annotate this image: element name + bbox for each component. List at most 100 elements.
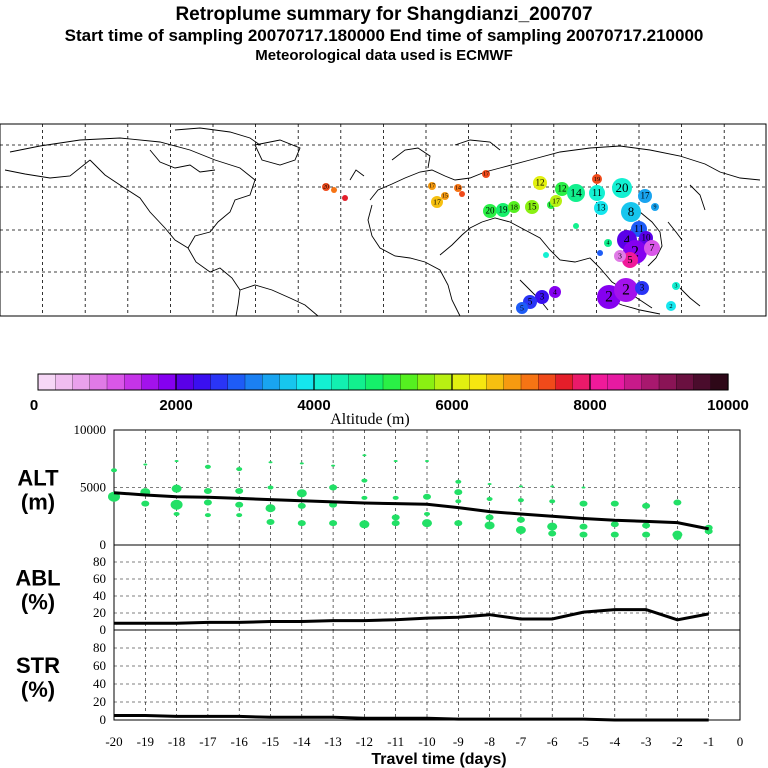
series-line: [114, 714, 709, 722]
x-tick-label: -1: [703, 734, 714, 749]
scatter-point: [362, 454, 367, 457]
x-tick-label: -5: [578, 734, 589, 749]
plume-day-number: 14: [455, 186, 461, 192]
plume-marker: [441, 192, 449, 200]
y-tick-label: 20: [93, 694, 106, 709]
scatter-point: [673, 533, 682, 540]
scatter-point: [455, 479, 462, 484]
colorbar-cell: [538, 373, 557, 391]
scatter-point: [267, 485, 274, 490]
y-tick-label: 80: [93, 554, 106, 569]
colorbar-cell: [124, 373, 143, 391]
x-tick-label: -15: [262, 734, 279, 749]
colorbar-cell: [158, 373, 177, 391]
scatter-point: [391, 514, 400, 521]
colorbar-cell: [486, 373, 505, 391]
plume-marker: [516, 302, 528, 314]
colorbar-cell: [262, 373, 281, 391]
colorbar-cell: [210, 373, 229, 391]
panel-abl: 0 20 40 60 80 ABL(%): [15, 544, 741, 637]
plume-marker: [543, 252, 549, 258]
scatter-point: [265, 504, 276, 513]
scatter-point: [579, 500, 588, 507]
plume-day-number: 2: [669, 303, 672, 310]
colorbar-cell: [227, 373, 246, 391]
plume-day-number: 2: [631, 244, 639, 261]
plume-marker: [555, 182, 569, 196]
plume-day-number: 15: [527, 202, 537, 212]
scatter-point: [392, 495, 399, 500]
plume-marker: [483, 204, 497, 218]
plume-marker: [592, 174, 602, 184]
plume-day-number: 11: [548, 203, 554, 209]
scatter-point: [236, 467, 243, 472]
colorbar-cell: [400, 373, 419, 391]
y-tick-label: 60: [93, 658, 106, 673]
y-tick-label: 40: [93, 676, 106, 691]
scatter-point: [581, 486, 586, 489]
y-tick-label: 0: [100, 712, 107, 727]
scatter-point: [235, 501, 244, 508]
plume-day-number: 11: [634, 224, 644, 235]
panel-unit: (m): [21, 490, 55, 515]
scatter-point: [393, 460, 398, 463]
plume-day-number: 4: [624, 232, 631, 247]
colorbar-tick-label: 10000: [707, 397, 749, 414]
plume-marker: [431, 196, 443, 208]
scatter-point: [484, 521, 495, 530]
scatter-point: [174, 460, 179, 463]
scatter-point: [547, 522, 558, 531]
plume-day-number: 3: [618, 251, 622, 260]
panel-alt: 0 5000 10000 ALT(m): [17, 422, 741, 552]
y-tick-label: 60: [93, 571, 106, 586]
plume-marker: [651, 203, 659, 211]
colorbar-cell: [417, 373, 436, 391]
plume-marker: [549, 286, 561, 298]
scatter-point: [454, 520, 463, 527]
scatter-point: [517, 498, 524, 503]
plume-marker: [342, 195, 348, 201]
scatter-point: [141, 500, 150, 507]
scatter-point: [296, 489, 307, 498]
colorbar-cell: [55, 373, 74, 391]
colorbar-major-ticks: [175, 374, 591, 390]
colorbar-cell: [572, 373, 591, 391]
plume-marker: [666, 301, 676, 311]
series-line: [114, 608, 709, 625]
scatter-point: [423, 493, 431, 500]
scatter-point: [204, 513, 211, 518]
scatter-point: [518, 485, 523, 488]
colorbar-cell: [89, 373, 108, 391]
plume-day-number: 3: [675, 284, 678, 290]
x-tick-label: -8: [484, 734, 495, 749]
scatter-point: [673, 499, 682, 506]
x-tick-label: -7: [515, 734, 526, 749]
plume-day-number: 10: [641, 233, 651, 243]
colorbar-cells: [37, 373, 729, 391]
x-tick-label: -18: [168, 734, 185, 749]
scatter-point: [203, 487, 212, 494]
plume-marker: [322, 183, 330, 191]
scatter-point: [642, 531, 651, 538]
x-tick-label: -17: [199, 734, 217, 749]
scatter-point: [425, 460, 429, 463]
colorbar-tick-label: 2000: [159, 397, 192, 414]
scatter-point: [610, 500, 619, 507]
y-tick-label: 0: [100, 537, 107, 552]
coastlines: [4, 127, 761, 317]
plume-marker: [533, 176, 547, 190]
colorbar-cell: [141, 373, 160, 391]
scatter-point: [111, 468, 117, 473]
plume-day-number: 8: [628, 204, 635, 219]
x-tick-label: -16: [231, 734, 249, 749]
series-line: [113, 491, 709, 531]
plume-marker: [508, 201, 520, 213]
scatter-point: [487, 483, 492, 486]
scatter-point: [486, 497, 493, 501]
met-data-source: Meteorological data used is ECMWF: [255, 47, 513, 64]
plume-marker: [454, 184, 462, 192]
x-tick-label: -12: [356, 734, 373, 749]
colorbar-cell: [193, 373, 212, 391]
